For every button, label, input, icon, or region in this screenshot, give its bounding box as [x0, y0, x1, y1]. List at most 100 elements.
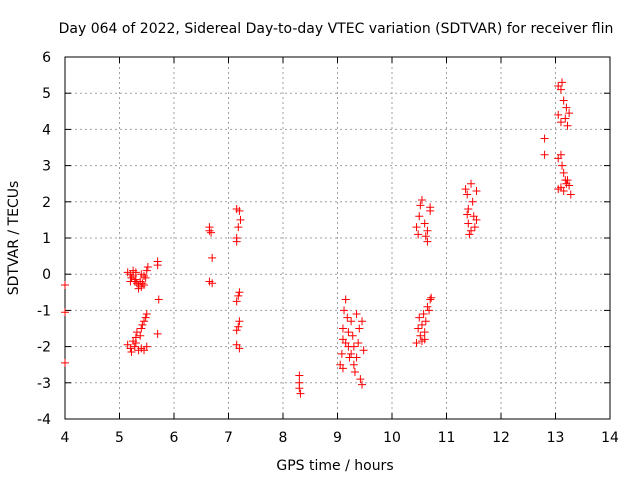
data-point	[338, 324, 347, 333]
data-point	[415, 212, 424, 221]
data-point	[235, 288, 244, 297]
data-point	[234, 223, 243, 232]
data-point	[468, 197, 477, 206]
data-point	[559, 96, 568, 105]
data-point	[352, 310, 361, 319]
data-point	[234, 291, 243, 300]
data-point	[565, 109, 574, 118]
x-tick-label: 6	[170, 430, 179, 446]
data-point	[359, 346, 368, 355]
grid-lines	[65, 57, 610, 419]
data-point	[558, 78, 567, 87]
y-tick-label: 1	[42, 231, 51, 247]
data-point	[338, 364, 347, 373]
data-point	[126, 277, 135, 286]
chart-title: Day 064 of 2022, Sidereal Day-to-day VTE…	[59, 21, 614, 37]
data-point	[358, 317, 367, 326]
x-tick-label: 4	[61, 430, 70, 446]
data-point	[355, 324, 364, 333]
data-point	[426, 206, 435, 215]
data-point	[354, 338, 363, 347]
data-point	[141, 313, 150, 322]
data-point	[470, 223, 479, 232]
data-point	[416, 201, 425, 210]
data-point	[154, 295, 163, 304]
data-point	[348, 331, 357, 340]
data-point	[559, 186, 568, 195]
y-tick-labels: -4 -3 -2 -1 0 1 2 3 4 5 6	[37, 50, 51, 428]
data-point	[207, 228, 216, 237]
data-point	[566, 190, 575, 199]
data-point	[136, 331, 145, 340]
x-tick-label: 9	[333, 430, 342, 446]
data-point	[138, 279, 147, 288]
data-point	[563, 176, 572, 185]
y-tick-label: 3	[42, 159, 51, 175]
data-point	[134, 284, 143, 293]
data-point	[561, 114, 570, 123]
data-point	[347, 349, 356, 358]
data-point	[153, 329, 162, 338]
data-point	[295, 371, 304, 380]
data-point	[420, 219, 429, 228]
data-point	[467, 226, 476, 235]
axis-ticks	[64, 56, 611, 420]
data-point	[61, 308, 69, 317]
data-point	[131, 275, 140, 284]
data-point	[349, 360, 358, 369]
data-points	[61, 78, 575, 398]
data-point	[419, 310, 428, 319]
data-point	[236, 215, 245, 224]
data-point	[142, 310, 151, 319]
data-point	[421, 317, 430, 326]
data-point	[423, 237, 432, 246]
data-point	[141, 273, 150, 282]
data-point	[127, 273, 136, 282]
data-point	[235, 317, 244, 326]
data-point	[132, 328, 141, 337]
data-point	[142, 266, 151, 275]
data-point	[208, 279, 217, 288]
data-point	[131, 333, 140, 342]
data-point	[559, 168, 568, 177]
data-point	[563, 121, 572, 130]
data-point	[232, 326, 241, 335]
data-point	[235, 206, 244, 215]
y-tick-label: -1	[37, 303, 51, 319]
data-point	[464, 205, 473, 214]
data-point	[463, 190, 472, 199]
y-tick-label: -3	[37, 376, 51, 392]
data-point	[556, 150, 565, 159]
data-point	[426, 295, 435, 304]
x-axis-label: GPS time / hours	[276, 458, 393, 474]
data-point	[142, 342, 151, 351]
data-point	[337, 349, 346, 358]
data-point	[340, 306, 349, 315]
x-tick-label: 12	[492, 430, 510, 446]
data-point	[341, 338, 350, 347]
y-tick-label: 0	[42, 267, 51, 283]
data-point	[347, 317, 356, 326]
data-point	[417, 195, 426, 204]
data-point	[420, 335, 429, 344]
data-point	[554, 185, 563, 194]
y-axis-label: SDTVAR / TECUs	[6, 181, 22, 296]
data-point	[140, 281, 149, 290]
x-tick-label: 7	[224, 430, 233, 446]
data-point	[554, 110, 563, 119]
data-point	[416, 331, 425, 340]
data-point	[352, 353, 361, 362]
data-point	[465, 230, 474, 239]
data-point	[415, 313, 424, 322]
data-point	[61, 358, 69, 367]
data-point	[131, 268, 140, 277]
data-point	[205, 226, 214, 235]
data-point	[356, 375, 365, 384]
x-tick-label: 5	[115, 430, 124, 446]
data-point	[296, 389, 305, 398]
data-point	[350, 367, 359, 376]
y-tick-label: 5	[42, 86, 51, 102]
x-tick-label: 14	[601, 430, 619, 446]
data-point	[423, 302, 432, 311]
data-point	[562, 103, 571, 112]
